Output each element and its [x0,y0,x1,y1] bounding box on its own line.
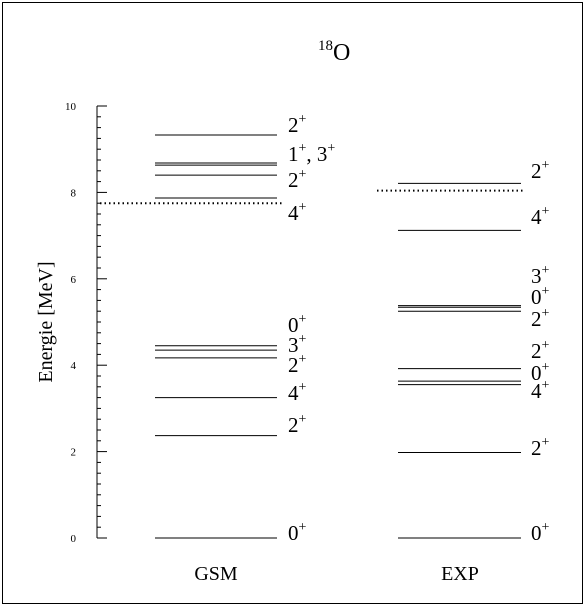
level-label-gsm: 4+ [288,380,307,405]
column-label-exp: EXP [441,563,479,585]
y-tick-label: 6 [71,274,77,286]
level-label-exp: 4+ [531,204,550,229]
y-axis-label: Energie [MeV] [35,261,57,382]
level-label-gsm: 0+ [288,312,307,337]
level-label-exp: 2+ [531,306,550,331]
level-label-exp: 4+ [531,378,550,403]
level-label-exp: 2+ [531,435,550,460]
y-tick-label: 2 [71,447,77,459]
level-label-gsm: 2+ [288,167,307,192]
level-label-gsm: 4+ [288,200,307,225]
level-label-exp: 3+ [531,263,550,288]
level-label-gsm: 2+ [288,112,307,137]
level-label-exp: 2+ [531,158,550,183]
level-label-exp: 2+ [531,338,550,363]
level-label-gsm: 2+ [288,352,307,377]
y-tick-label: 0 [71,533,77,545]
y-tick-label: 10 [65,101,77,113]
y-tick-label: 4 [71,360,77,372]
column-label-gsm: GSM [194,563,238,585]
level-label-gsm: 0+ [288,520,307,545]
chart-title: 18O [318,38,350,66]
y-tick-label: 8 [71,187,77,199]
level-label-gsm: 1+, 3+ [288,141,335,166]
level-label-exp: 0+ [531,360,550,385]
level-label-gsm: 2+ [288,412,307,437]
level-label-gsm: 3+ [288,332,307,357]
level-label-exp: 0+ [531,284,550,309]
level-label-exp: 0+ [531,520,550,545]
